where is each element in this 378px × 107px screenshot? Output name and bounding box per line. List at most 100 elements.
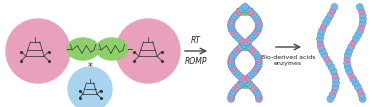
Circle shape xyxy=(231,51,238,58)
Circle shape xyxy=(6,19,70,83)
Circle shape xyxy=(344,63,351,71)
Circle shape xyxy=(255,62,262,69)
Circle shape xyxy=(355,31,362,39)
Circle shape xyxy=(253,88,260,95)
Circle shape xyxy=(331,4,338,10)
Circle shape xyxy=(255,18,262,25)
Circle shape xyxy=(248,34,256,41)
Circle shape xyxy=(243,41,249,48)
Circle shape xyxy=(344,51,351,59)
Circle shape xyxy=(255,93,262,100)
Circle shape xyxy=(228,22,234,29)
Circle shape xyxy=(234,34,242,41)
Circle shape xyxy=(228,58,234,65)
Circle shape xyxy=(244,79,251,86)
Circle shape xyxy=(344,56,350,62)
Circle shape xyxy=(358,91,365,99)
Circle shape xyxy=(230,29,237,36)
Circle shape xyxy=(359,16,367,22)
Circle shape xyxy=(234,84,241,91)
Circle shape xyxy=(321,51,328,59)
Circle shape xyxy=(228,96,234,103)
Circle shape xyxy=(255,20,262,27)
Ellipse shape xyxy=(67,38,99,60)
Circle shape xyxy=(355,83,361,91)
Circle shape xyxy=(252,67,259,74)
Circle shape xyxy=(250,70,257,77)
Circle shape xyxy=(256,22,262,29)
Circle shape xyxy=(240,41,247,48)
Circle shape xyxy=(256,58,262,65)
Circle shape xyxy=(256,96,262,103)
Circle shape xyxy=(228,55,235,62)
Circle shape xyxy=(346,48,353,54)
Circle shape xyxy=(332,72,338,78)
Circle shape xyxy=(235,72,243,79)
Circle shape xyxy=(231,67,238,74)
Circle shape xyxy=(242,77,249,84)
Text: ROMP: ROMP xyxy=(185,57,207,66)
Circle shape xyxy=(330,68,337,74)
Circle shape xyxy=(116,19,180,83)
Circle shape xyxy=(328,63,335,71)
Circle shape xyxy=(229,91,235,98)
Text: RT: RT xyxy=(191,36,201,45)
Circle shape xyxy=(248,72,254,79)
Circle shape xyxy=(253,29,260,36)
Circle shape xyxy=(234,11,240,18)
Circle shape xyxy=(359,96,366,103)
Circle shape xyxy=(332,76,339,82)
Circle shape xyxy=(236,8,243,15)
Circle shape xyxy=(228,18,235,25)
Circle shape xyxy=(352,36,359,42)
Circle shape xyxy=(245,44,253,51)
Circle shape xyxy=(350,76,357,82)
FancyBboxPatch shape xyxy=(237,81,253,89)
Circle shape xyxy=(254,27,261,34)
Circle shape xyxy=(250,48,257,55)
Circle shape xyxy=(254,65,260,72)
Circle shape xyxy=(239,79,246,86)
Circle shape xyxy=(321,24,327,30)
Circle shape xyxy=(358,8,365,14)
Circle shape xyxy=(233,70,240,77)
Circle shape xyxy=(348,72,354,78)
Circle shape xyxy=(232,86,239,93)
Circle shape xyxy=(348,44,355,51)
Circle shape xyxy=(318,44,324,51)
Circle shape xyxy=(247,8,254,15)
Circle shape xyxy=(319,48,326,54)
Circle shape xyxy=(256,60,262,67)
Circle shape xyxy=(239,6,246,13)
Circle shape xyxy=(251,32,258,39)
Circle shape xyxy=(255,25,262,32)
Circle shape xyxy=(229,53,236,60)
Circle shape xyxy=(318,27,325,34)
Circle shape xyxy=(333,80,339,86)
Circle shape xyxy=(238,44,245,51)
Circle shape xyxy=(317,40,323,46)
Circle shape xyxy=(230,88,237,95)
Circle shape xyxy=(228,62,235,69)
Circle shape xyxy=(246,36,253,44)
Circle shape xyxy=(253,15,260,22)
Circle shape xyxy=(327,11,334,19)
Circle shape xyxy=(237,36,244,44)
Circle shape xyxy=(229,27,236,34)
Circle shape xyxy=(322,19,329,27)
Circle shape xyxy=(246,81,254,88)
Circle shape xyxy=(327,96,334,103)
Circle shape xyxy=(228,25,235,32)
Circle shape xyxy=(253,51,259,58)
Circle shape xyxy=(255,55,262,62)
Circle shape xyxy=(249,11,256,18)
Circle shape xyxy=(356,4,363,10)
Circle shape xyxy=(317,31,324,39)
Circle shape xyxy=(252,13,259,20)
Circle shape xyxy=(232,32,239,39)
Circle shape xyxy=(352,80,359,86)
Circle shape xyxy=(237,81,243,88)
Circle shape xyxy=(344,59,350,66)
Circle shape xyxy=(238,74,245,81)
Circle shape xyxy=(244,6,251,13)
